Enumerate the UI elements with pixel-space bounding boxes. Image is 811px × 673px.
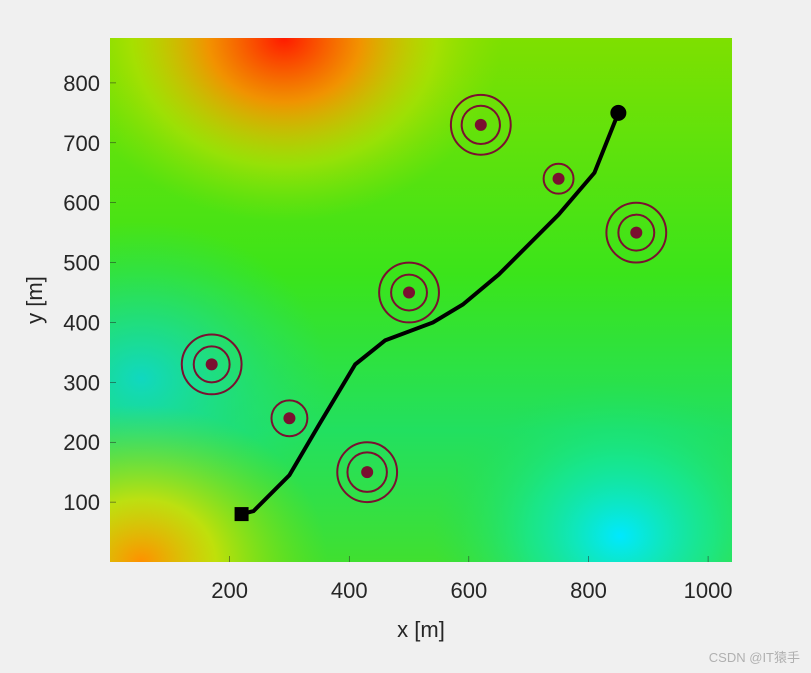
threat-center [630,226,643,239]
threat-ring [542,162,575,195]
x-tick-label: 800 [570,578,607,603]
x-tick-label: 200 [211,578,248,603]
threat-center [474,118,487,131]
flight-path [241,112,621,517]
threat-center [283,412,296,425]
y-axis-label: y [m] [22,276,47,324]
y-tick-label: 800 [63,71,100,96]
y-tick-label: 500 [63,251,100,276]
terrain [110,38,732,562]
y-tick-label: 100 [63,490,100,515]
y-tick-label: 400 [63,310,100,335]
y-tick-label: 600 [63,191,100,216]
threat-ring [378,261,440,324]
y-tick-label: 700 [63,131,100,156]
y-tick-label: 300 [63,370,100,395]
threat-ring [270,399,309,438]
threat-center [361,466,374,479]
plot-area: 200 400 600 800 1000 100 200 300 400 500 600 700 800 [63,71,732,603]
end-marker [610,104,627,121]
x-tick-label: 600 [450,578,487,603]
threat-ring [336,441,399,504]
threat-ring [390,273,428,312]
threat-ring [192,345,231,384]
y-tick-label: 200 [63,430,100,455]
start-marker [234,507,249,522]
threat-center [205,358,218,371]
threat-center [552,172,565,185]
threat-ring [460,104,501,145]
watermark: CSDN @IT猿手 [709,650,800,665]
threat-center [403,286,416,299]
x-tick-label: 400 [331,578,368,603]
x-axis-label: x [m] [397,617,445,642]
threat-ring [617,213,656,252]
threat-ring [346,451,388,493]
x-tick-label: 1000 [684,578,733,603]
threat-ring [180,333,243,396]
threat-ring [449,93,512,156]
threat-ring [605,201,668,264]
